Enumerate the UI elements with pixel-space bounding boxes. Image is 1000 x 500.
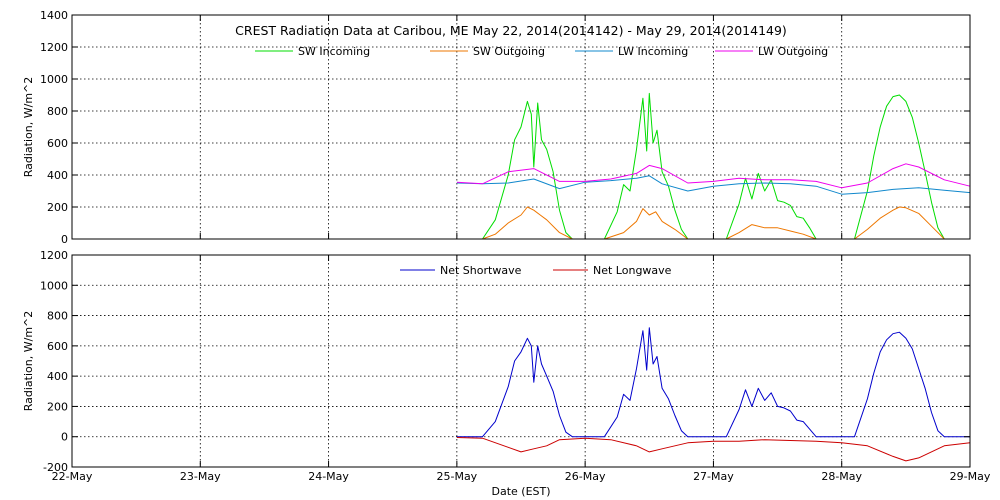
y-tick-label: 0 xyxy=(61,233,68,246)
x-tick-label: 23-May xyxy=(180,470,221,483)
y-axis-label: Radiation, W/m^2 xyxy=(22,77,35,178)
y-tick-label: 600 xyxy=(47,340,68,353)
y-tick-label: 600 xyxy=(47,137,68,150)
legend-label: LW Incoming xyxy=(618,45,688,58)
series-line-lw-outgoing xyxy=(456,163,971,189)
legend-label: Net Shortwave xyxy=(440,264,522,277)
gridlines xyxy=(72,15,970,239)
legend-label: SW Incoming xyxy=(298,45,370,58)
x-tick-label: 26-May xyxy=(565,470,606,483)
y-tick-label: 1200 xyxy=(40,249,68,262)
legend-label: LW Outgoing xyxy=(758,45,828,58)
chart-panel-2: -200 0 200 400 600 800 1000 1200 22-May 23-May 24-… xyxy=(22,249,991,498)
x-tick-label: 25-May xyxy=(436,470,477,483)
legend-label: SW Outgoing xyxy=(473,45,545,58)
y-tick-label: 400 xyxy=(47,169,68,182)
x-tick-label: 27-May xyxy=(693,470,734,483)
x-tick-label: 24-May xyxy=(308,470,349,483)
legend-label: Net Longwave xyxy=(593,264,672,277)
x-axis-label: Date (EST) xyxy=(491,485,550,498)
series-line-net-shortwave xyxy=(456,327,970,438)
y-tick-label: 800 xyxy=(47,310,68,323)
y-tick-label: 800 xyxy=(47,105,68,118)
x-tick-label: 28-May xyxy=(821,470,862,483)
series-line-net-longwave xyxy=(456,437,971,462)
y-tick-label: -200 xyxy=(43,461,68,474)
y-tick-label: 0 xyxy=(61,431,68,444)
legend: Net Shortwave Net Longwave xyxy=(400,264,672,277)
x-tick-label: 29-May xyxy=(950,470,991,483)
series-line-sw-incoming xyxy=(482,92,945,240)
y-axis-label: Radiation, W/m^2 xyxy=(22,311,35,412)
y-tick-label: 200 xyxy=(47,201,68,214)
series-line-lw-incoming xyxy=(456,175,971,195)
y-tick-label: 1200 xyxy=(40,41,68,54)
chart-panel-1: 0 200 400 600 800 1000 1200 1400 Radiation, W/m^… xyxy=(22,9,971,246)
y-tick-label: 1000 xyxy=(40,73,68,86)
plot-frame xyxy=(71,14,971,240)
plot-frame xyxy=(71,254,971,468)
gridlines xyxy=(72,255,970,467)
x-tick-label: 22-May xyxy=(52,470,93,483)
y-tick-label: 200 xyxy=(47,400,68,413)
y-tick-label: 1000 xyxy=(40,279,68,292)
y-tick-label: 400 xyxy=(47,370,68,383)
series-line-sw-outgoing xyxy=(482,206,945,240)
y-tick-label: 1400 xyxy=(40,9,68,22)
chart-title: CREST Radiation Data at Caribou, ME May … xyxy=(235,23,787,38)
legend: SW Incoming SW Outgoing LW Incoming LW Outg… xyxy=(255,45,828,58)
